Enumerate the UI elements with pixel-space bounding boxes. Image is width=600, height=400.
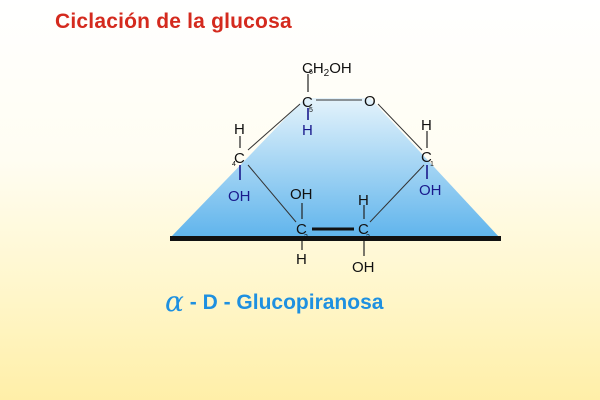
atom-c4-oh: OH: [228, 188, 251, 205]
atom-c5-h: H: [302, 122, 313, 139]
atom-c1-oh: OH: [419, 182, 442, 199]
molecule-name: α - D - Glucopiranosa: [165, 285, 383, 318]
slide-title: Ciclación de la glucosa: [55, 10, 292, 33]
bond-c5-c4: [247, 103, 301, 151]
bond-c4-c3: [247, 164, 297, 223]
ring-plane: [170, 98, 500, 238]
bond-o-c1: [377, 103, 423, 151]
atom-c5: C: [302, 94, 313, 111]
blue-bonds: [239, 108, 428, 180]
carbon-number-5: 5: [309, 107, 313, 114]
atom-c3-oh: OH: [290, 186, 313, 203]
atom-c4-h: H: [234, 121, 245, 138]
atom-c1-h: H: [421, 117, 432, 134]
atom-ring-oxygen: O: [364, 93, 376, 110]
carbon-number-1: 1: [430, 161, 434, 168]
atom-c4: C: [234, 150, 245, 167]
carbon-number-3: 3: [304, 234, 308, 241]
atom-c2-oh: OH: [352, 259, 375, 276]
atom-c1: C: [421, 149, 432, 166]
bond-c1-c2: [369, 164, 425, 223]
atom-c2: C: [358, 221, 369, 238]
ch2oh-group: CH2OH: [302, 60, 352, 79]
carbon-number-6: 6: [309, 69, 313, 76]
alpha-symbol: α: [165, 285, 184, 318]
atom-c3: C: [296, 221, 307, 238]
atom-c2-h: H: [358, 192, 369, 209]
carbon-number-4: 4: [232, 161, 236, 168]
base-line: [170, 236, 501, 241]
ring-bonds: [247, 99, 425, 223]
carbon-number-2: 2: [366, 234, 370, 241]
molecule-name-text: - D - Glucopiranosa: [183, 291, 384, 314]
atom-c3-h: H: [296, 251, 307, 268]
